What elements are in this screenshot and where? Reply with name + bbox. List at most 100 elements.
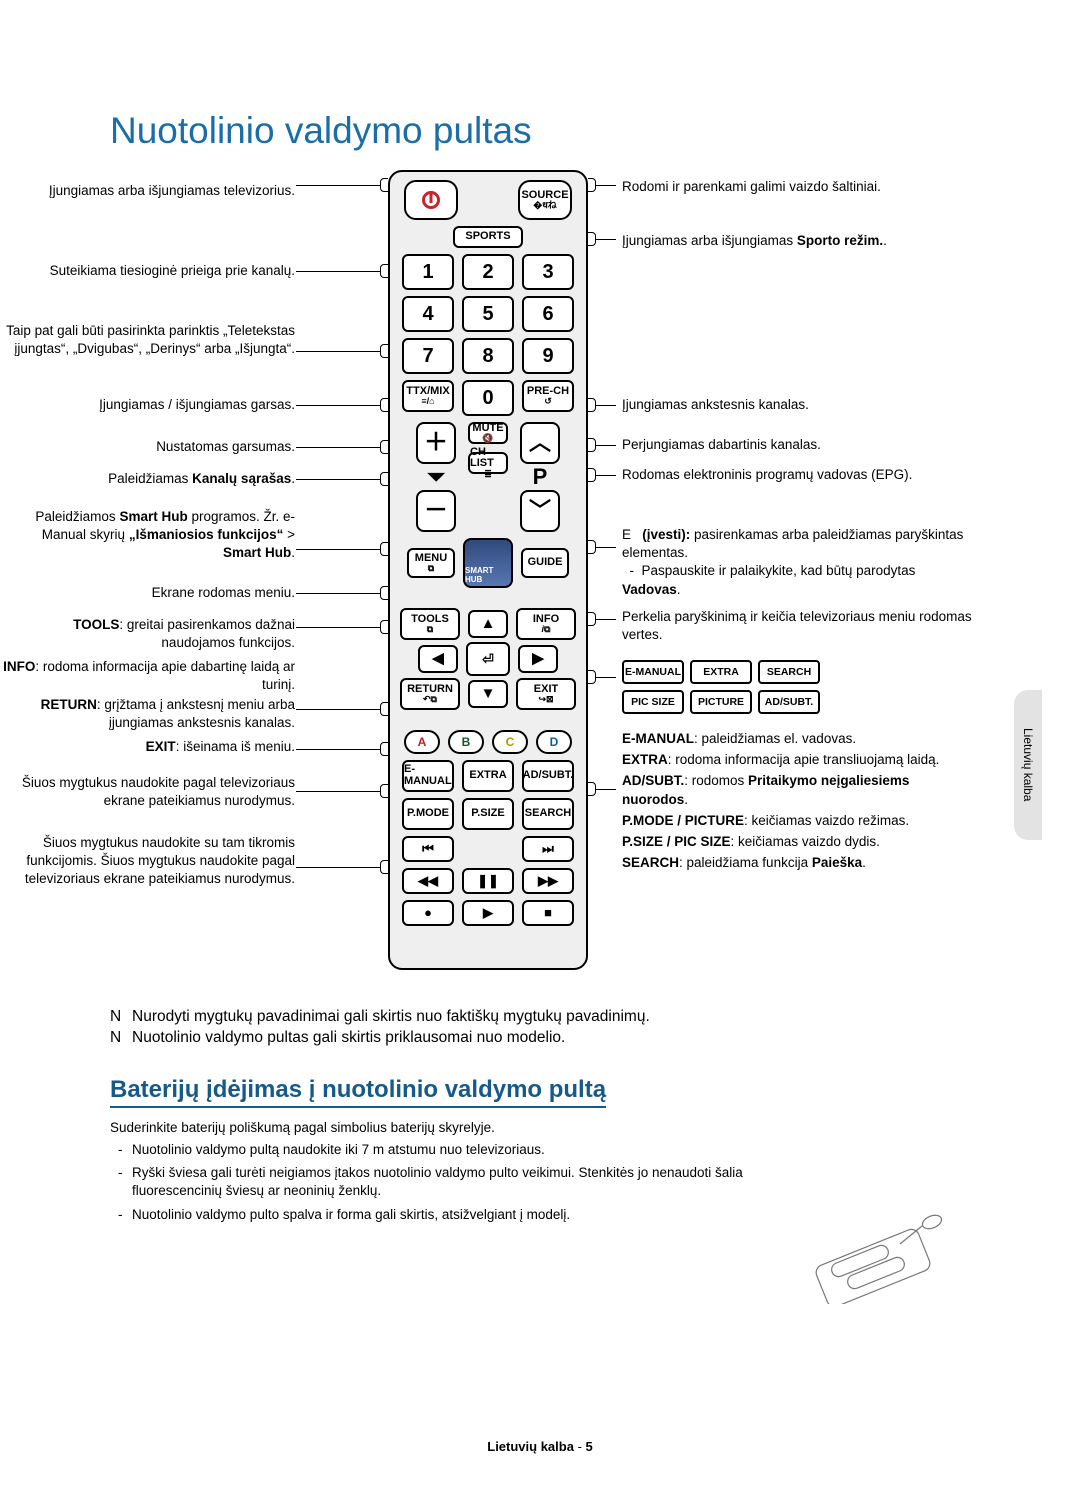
mute-button[interactable]: MUTE🔇: [468, 422, 508, 444]
right-def-5: SEARCH: paleidžiama funkcija Paieška.: [622, 854, 974, 872]
color-c[interactable]: C: [492, 730, 528, 754]
stop[interactable]: ■: [522, 900, 574, 926]
key-3[interactable]: 3: [522, 254, 574, 290]
enter-button[interactable]: ⏎: [466, 642, 510, 676]
pause[interactable]: ❚❚: [462, 868, 514, 894]
left-callout-9: INFO: rodoma informacija apie dabartinę …: [0, 658, 295, 694]
vol-icon: ⏷: [427, 464, 445, 490]
left-callout-10: RETURN: grįžtama į ankstesnį meniu arba …: [0, 696, 295, 732]
left-callout-6: Paleidžiamos Smart Hub programos. Žr. e-…: [0, 508, 295, 563]
key-8[interactable]: 8: [462, 338, 514, 374]
nav-up[interactable]: ▲: [468, 610, 508, 638]
key-6[interactable]: 6: [522, 296, 574, 332]
right-def-0: E-MANUAL: paleidžiamas el. vadovas.: [622, 730, 974, 748]
channel-rocker[interactable]: ︿ P ﹀: [516, 422, 564, 532]
power-button[interactable]: [404, 180, 458, 220]
remote-diagram: Įjungiamas arba išjungiamas televizorius…: [110, 170, 970, 990]
tools-button[interactable]: TOOLS⧉: [400, 608, 460, 640]
aux-box: E-MANUAL EXTRA SEARCH PIC SIZE PICTURE A…: [622, 660, 820, 720]
nav-right[interactable]: ▶: [518, 645, 558, 673]
left-callout-5: Paleidžiamas Kanalų sąrašas.: [0, 470, 295, 488]
right-def-3: P.MODE / PICTURE: keičiamas vaizdo režim…: [622, 812, 974, 830]
source-button[interactable]: SOURCE �धね: [518, 180, 572, 220]
left-callout-13: Šiuos mygtukus naudokite su tam tikromis…: [0, 834, 295, 889]
vol-down[interactable]: －: [416, 490, 456, 532]
key-7[interactable]: 7: [402, 338, 454, 374]
next-track[interactable]: ⏭: [522, 836, 574, 862]
battery-item-1: Ryški šviesa gali turėti neigiamos įtako…: [110, 1164, 790, 1200]
battery-intro: Suderinkite baterijų poliškumą pagal sim…: [110, 1120, 790, 1135]
battery-heading: Baterijų įdėjimas į nuotolinio valdymo p…: [110, 1076, 606, 1108]
ttxmix-button[interactable]: TTX/MIX≡/⌂: [402, 380, 454, 412]
ch-down[interactable]: ﹀: [520, 490, 560, 532]
battery-text: Suderinkite baterijų poliškumą pagal sim…: [110, 1120, 790, 1224]
left-callout-7: Ekrane rodomas meniu.: [0, 584, 295, 602]
ch-up[interactable]: ︿: [520, 422, 560, 464]
rewind[interactable]: ◀◀: [402, 868, 454, 894]
pmode-button[interactable]: P.MODE: [402, 798, 454, 830]
search-button[interactable]: SEARCH: [522, 798, 574, 830]
nav-left[interactable]: ◀: [418, 645, 458, 673]
color-a[interactable]: A: [404, 730, 440, 754]
notes: NNurodyti mygtukų pavadinimai gali skirt…: [110, 1008, 970, 1047]
emanual-button[interactable]: E-MANUAL: [402, 760, 454, 792]
power-icon: [422, 191, 440, 209]
left-callout-2: Taip pat gali būti pasirinkta parinktis …: [0, 322, 295, 358]
record[interactable]: ●: [402, 900, 454, 926]
right-callout-1: Įjungiamas arba išjungiamas Sporto režim…: [622, 232, 974, 250]
prech-button[interactable]: PRE-CH↺: [522, 380, 574, 412]
exit-button[interactable]: EXIT↪⊠: [516, 678, 576, 710]
left-callout-0: Įjungiamas arba išjungiamas televizorius…: [0, 182, 295, 200]
right-callout-3: Perjungiamas dabartinis kanalas.: [622, 436, 974, 454]
right-callout-2: Įjungiamas ankstesnis kanalas.: [622, 396, 974, 414]
nav-down[interactable]: ▼: [468, 680, 508, 708]
battery-figure: [800, 1204, 960, 1304]
footer: Lietuvių kalba - 5: [0, 1439, 1080, 1454]
left-callout-4: Nustatomas garsumas.: [0, 438, 295, 456]
left-callout-11: EXIT: išeinama iš meniu.: [0, 738, 295, 756]
aux-picture: PICTURE: [690, 690, 752, 714]
right-callout-4: Rodomas elektroninis programų vadovas (E…: [622, 466, 974, 484]
ffwd[interactable]: ▶▶: [522, 868, 574, 894]
psize-button[interactable]: P.SIZE: [462, 798, 514, 830]
aux-picsize: PIC SIZE: [622, 690, 684, 714]
aux-extra: EXTRA: [690, 660, 752, 684]
prev-track[interactable]: ⏮: [402, 836, 454, 862]
right-callout-0: Rodomi ir parenkami galimi vaizdo šaltin…: [622, 178, 974, 196]
battery-item-2: Nuotolinio valdymo pulto spalva ir forma…: [110, 1206, 790, 1224]
key-0[interactable]: 0: [462, 380, 514, 416]
menu-button[interactable]: MENU⧉: [407, 548, 455, 578]
color-b[interactable]: B: [448, 730, 484, 754]
left-callout-8: TOOLS: greitai pasirenkamos dažnai naudo…: [0, 616, 295, 652]
key-2[interactable]: 2: [462, 254, 514, 290]
key-4[interactable]: 4: [402, 296, 454, 332]
guide-button[interactable]: GUIDE: [521, 548, 569, 578]
aux-group: E-MANUAL EXTRA SEARCH PIC SIZE PICTURE A…: [622, 660, 974, 876]
aux-emanual: E-MANUAL: [622, 660, 684, 684]
key-1[interactable]: 1: [402, 254, 454, 290]
note-2: Nuotolinio valdymo pultas gali skirtis p…: [132, 1029, 565, 1046]
left-callout-1: Suteikiama tiesioginė prieiga prie kanal…: [0, 262, 295, 280]
chlist-button[interactable]: CH LIST≣: [468, 452, 508, 474]
p-label: P: [533, 464, 548, 490]
page-title: Nuotolinio valdymo pultas: [110, 110, 970, 152]
smarthub-button[interactable]: SMART HUB: [463, 538, 513, 588]
right-callout-5: E (įvesti): pasirenkamas arba paleidžiam…: [622, 526, 974, 599]
nav-cluster: TOOLS⧉ ▲ INFOi⧉ ◀ ⏎ ▶ RETURN↶⧉ ▼ EXIT↪⊠: [398, 594, 578, 724]
color-d[interactable]: D: [536, 730, 572, 754]
key-5[interactable]: 5: [462, 296, 514, 332]
key-9[interactable]: 9: [522, 338, 574, 374]
vol-up[interactable]: ＋: [416, 422, 456, 464]
extra-button[interactable]: EXTRA: [462, 760, 514, 792]
return-button[interactable]: RETURN↶⧉: [400, 678, 460, 710]
note-1: Nurodyti mygtukų pavadinimai gali skirti…: [132, 1008, 650, 1025]
right-callout-6: Perkelia paryškinimą ir keičia televizor…: [622, 608, 974, 644]
play[interactable]: ▶: [462, 900, 514, 926]
aux-search: SEARCH: [758, 660, 820, 684]
aux-adsubt: AD/SUBT.: [758, 690, 820, 714]
sports-button[interactable]: SPORTS: [453, 226, 523, 248]
volume-rocker[interactable]: ＋ ⏷ －: [412, 422, 460, 532]
adsubt-button[interactable]: AD/SUBT.: [522, 760, 574, 792]
info-button[interactable]: INFOi⧉: [516, 608, 576, 640]
right-def-2: AD/SUBT.: rodomos Pritaikymo neįgaliesie…: [622, 772, 974, 808]
